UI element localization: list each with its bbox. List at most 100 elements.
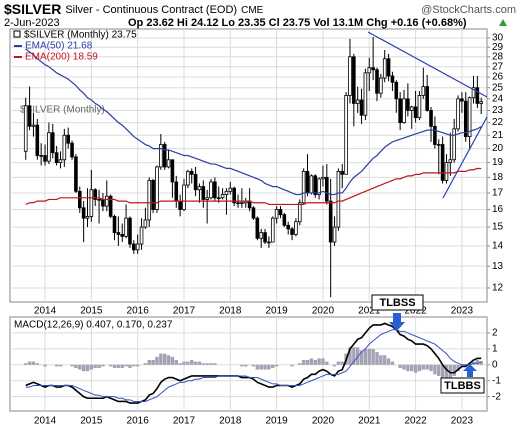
histogram-bar [31, 361, 36, 365]
trend-line [367, 31, 488, 98]
candle-body [463, 100, 468, 137]
histogram-bar [263, 364, 267, 370]
candle-body [290, 228, 294, 235]
candle-body [317, 178, 321, 195]
annotation: TLBSS [379, 297, 415, 309]
histogram-bar [128, 364, 132, 368]
candle-body [147, 180, 152, 221]
candle-body [54, 152, 59, 163]
histogram-bar [452, 364, 456, 376]
histogram-bar [440, 364, 445, 380]
histogram-bar [406, 364, 410, 372]
histogram-bar [352, 347, 356, 365]
candle-body [460, 98, 464, 102]
histogram-bar [271, 364, 275, 368]
candle-body [382, 58, 387, 79]
histogram-bar [363, 348, 368, 365]
annotation-box [371, 294, 424, 311]
candle-body [132, 243, 136, 251]
ema-line [25, 48, 482, 196]
candle-body [406, 98, 410, 111]
histogram-bar [386, 358, 391, 365]
candle-body [166, 159, 171, 168]
y-tick-label: 17 [492, 188, 504, 199]
candle-body [213, 181, 217, 199]
watermark: @StockCharts.com [421, 4, 516, 16]
up-arrow-icon [499, 19, 507, 26]
histogram-bar [124, 364, 128, 367]
histogram-bar [325, 361, 329, 365]
histogram-bar [298, 363, 302, 365]
y-tick-label: 19 [492, 157, 504, 168]
candle-body [394, 81, 399, 100]
y-tick-label: 13 [492, 261, 504, 272]
histogram-bar [170, 356, 175, 365]
histogram-bar [402, 364, 406, 370]
candle-body [282, 214, 287, 226]
histogram-bar [425, 364, 429, 370]
histogram-bar [155, 356, 159, 365]
histogram-bar [74, 364, 78, 368]
candle-body [89, 189, 94, 217]
x-tick-label: 2022 [404, 416, 427, 427]
histogram-bar [112, 364, 117, 368]
histogram-bar [27, 361, 32, 365]
histogram-bar [178, 363, 182, 365]
candle-body [452, 128, 456, 161]
histogram-bar [186, 361, 190, 365]
histogram-bar [305, 360, 310, 365]
candle-body [325, 176, 329, 202]
candle-body [228, 187, 233, 192]
histogram-bar [340, 361, 344, 365]
histogram-bar [174, 360, 178, 365]
histogram-bar [143, 363, 148, 365]
candle-body [425, 86, 429, 111]
candle-body [116, 232, 121, 235]
candle-body [74, 156, 78, 192]
y-tick-label: -1 [492, 375, 501, 386]
candle-body [301, 170, 306, 204]
candle-body [108, 195, 113, 217]
annotation-arrow [463, 364, 477, 377]
y-tick-label: 24 [492, 93, 504, 104]
candle-body [440, 144, 445, 181]
candle-body [224, 190, 229, 195]
price-panel [9, 28, 488, 303]
candle-body [409, 106, 414, 111]
candle-body [340, 170, 345, 175]
x-tick-label: 2014 [34, 306, 57, 317]
histogram-bar [348, 347, 352, 365]
histogram-bar [89, 364, 94, 370]
histogram-bar [240, 364, 244, 367]
x-tick-label: 2015 [80, 306, 103, 317]
histogram-bar [433, 364, 437, 375]
histogram-bar [147, 360, 151, 365]
candle-body [77, 190, 82, 209]
histogram-bar [274, 364, 279, 367]
histogram-bar [398, 364, 402, 368]
candle-body [305, 170, 310, 194]
x-tick-label: 2021 [358, 416, 381, 427]
candle-body [81, 207, 86, 219]
candle-body [448, 159, 453, 163]
candle-body [286, 224, 291, 230]
x-tick-label: 2018 [219, 306, 242, 317]
x-tick-label: 2020 [312, 306, 335, 317]
y-tick-label: 15 [492, 222, 504, 233]
candle-body [429, 110, 433, 127]
histogram-bar [332, 364, 337, 367]
candle-body [43, 155, 47, 162]
y-tick-label: 12 [492, 283, 504, 294]
candle-body [58, 159, 63, 163]
histogram-bar [355, 347, 360, 365]
y-tick-label: 27 [492, 61, 504, 72]
x-tick-label: 2023 [451, 416, 474, 427]
histogram-bar [244, 364, 248, 367]
candle-body [178, 200, 182, 210]
y-tick-label: 20 [492, 143, 504, 154]
histogram-bar [336, 361, 341, 365]
candle-body [104, 195, 109, 207]
candle-body [479, 101, 484, 104]
histogram-bar [383, 355, 387, 365]
histogram-bar [371, 348, 375, 365]
